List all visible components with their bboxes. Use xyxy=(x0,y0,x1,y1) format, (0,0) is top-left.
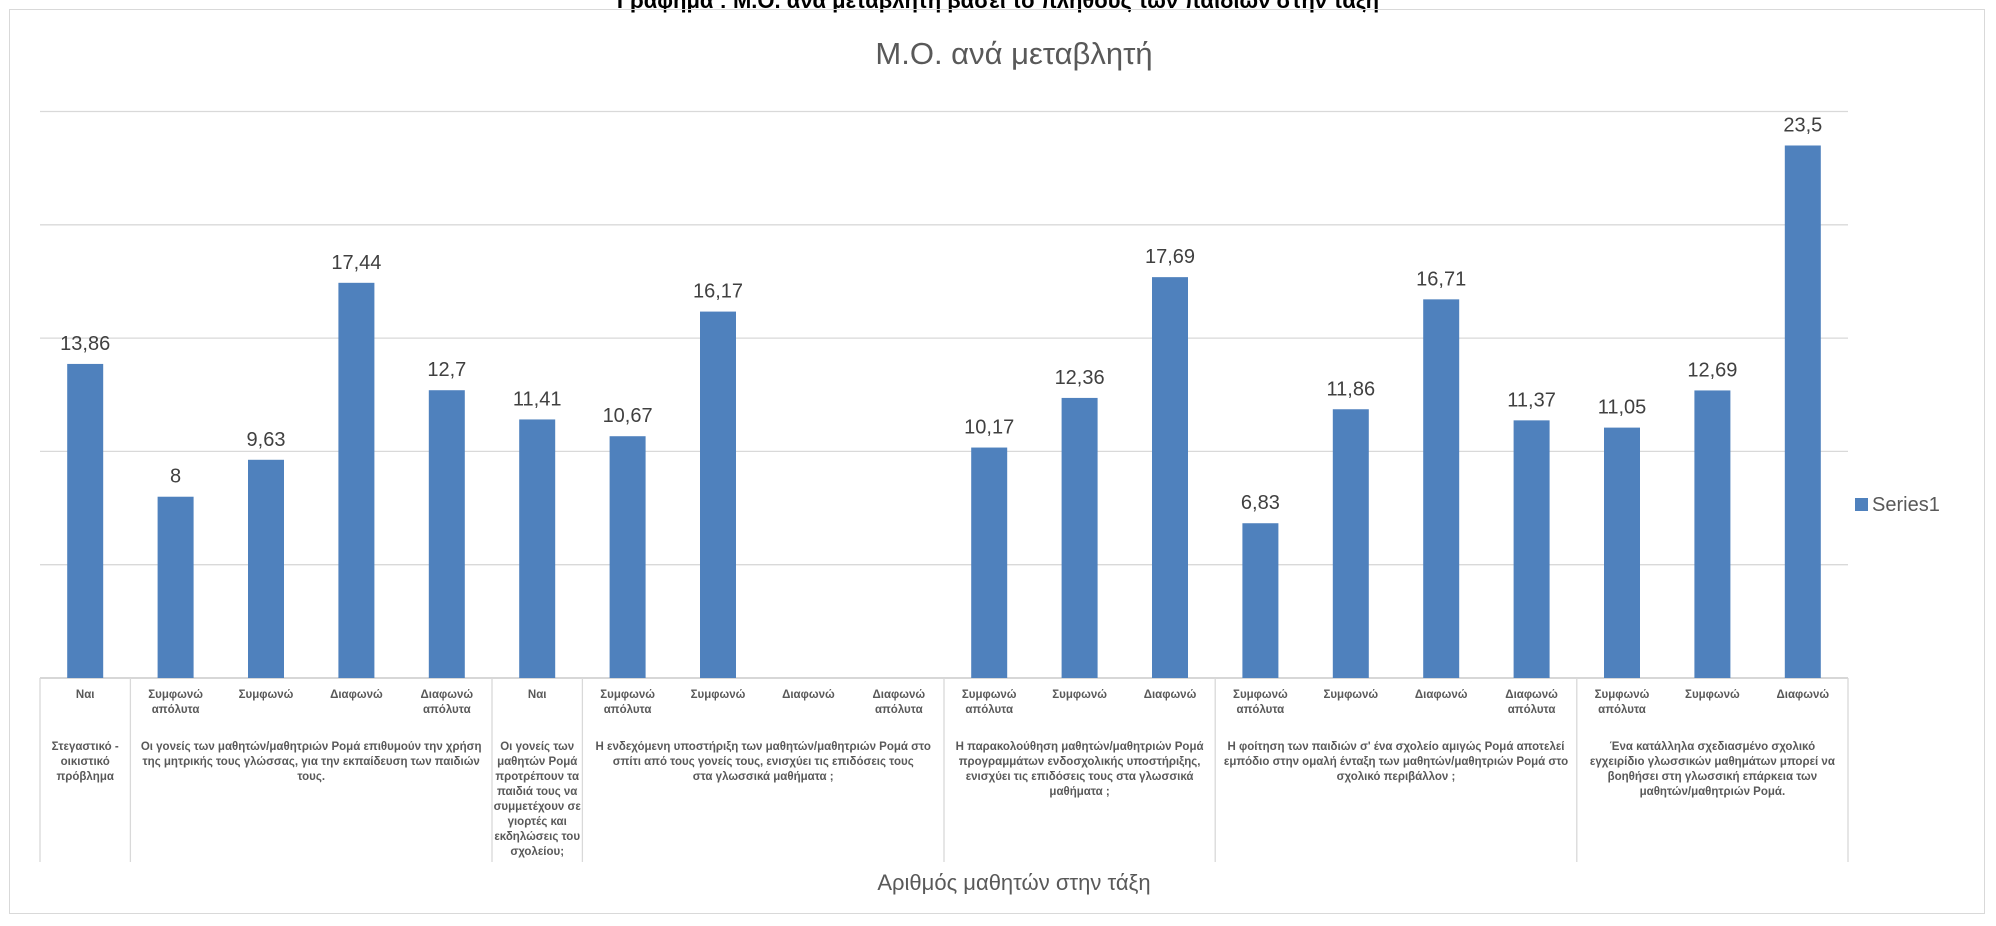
bar[interactable] xyxy=(609,436,646,678)
category-axis: Ναι Συμφωνώ απόλυτα Συμφωνώ Διαφωνώ Διαφωνώ απ… xyxy=(39,678,1849,862)
data-labels: 13,86 8 9,63 17,44 12,7 11,41 10,67 16,17 10,17 1… xyxy=(60,114,1822,514)
category-group-label: Η φοίτηση των παιδιών σ' ένα σχολείο αμι… xyxy=(1224,741,1568,783)
category-tick-label: Ναι xyxy=(528,689,547,701)
chart-frame: Μ.Ο. ανά μεταβλητή 13,86 8 9,63 17,44 12,7 11… xyxy=(9,9,1985,914)
bars xyxy=(67,145,1821,679)
bar[interactable] xyxy=(338,282,375,678)
data-label: 13,86 xyxy=(60,333,110,355)
data-label: 6,83 xyxy=(1241,492,1280,514)
category-tick-label: Συμφωνώ απόλυτα xyxy=(1233,689,1288,716)
chart-title: Μ.Ο. ανά μεταβλητή xyxy=(875,36,1152,71)
x-axis-title: Αριθμός μαθητών στην τάξη xyxy=(877,870,1150,895)
bar[interactable] xyxy=(1423,299,1460,678)
gridlines xyxy=(40,110,1848,679)
category-tick-label: Συμφωνώ απόλυτα xyxy=(1595,689,1650,716)
category-tick-label: Συμφωνώ xyxy=(1323,689,1378,701)
category-tick-label: Συμφωνώ απόλυτα xyxy=(148,689,203,716)
category-tick-label: Διαφωνώ απόλυτα xyxy=(873,689,926,716)
legend-label: Series1 xyxy=(1872,494,1940,516)
category-group-label: Η παρακολούθηση μαθητών/μαθητριών Ρομά πρ… xyxy=(956,741,1204,798)
category-tick-label: Συμφωνώ απόλυτα xyxy=(600,689,655,716)
bar[interactable] xyxy=(428,390,465,678)
bar[interactable] xyxy=(157,496,194,678)
data-label: 11,41 xyxy=(513,388,562,410)
data-label: 23,5 xyxy=(1783,114,1822,136)
category-group-label: Οι γονείς των μαθητών/μαθητριών Ρομά επι… xyxy=(141,741,482,783)
bar[interactable] xyxy=(67,363,104,678)
category-tick-label: Διαφωνώ xyxy=(1777,689,1830,701)
data-label: 11,86 xyxy=(1327,378,1376,400)
data-label: 8 xyxy=(170,466,181,488)
data-label: 17,69 xyxy=(1145,246,1195,268)
data-label: 11,05 xyxy=(1598,397,1647,419)
category-tick-label: Συμφωνώ xyxy=(691,689,746,701)
data-label: 16,17 xyxy=(693,281,743,303)
bar-chart: Μ.Ο. ανά μεταβλητή 13,86 8 9,63 17,44 12,7 11… xyxy=(39,36,1940,895)
data-label: 12,69 xyxy=(1687,359,1737,381)
category-tick-label: Διαφωνώ απόλυτα xyxy=(421,689,474,716)
category-tick-label: Διαφωνώ xyxy=(1144,689,1197,701)
bar[interactable] xyxy=(248,459,284,678)
data-label: 10,17 xyxy=(964,417,1014,439)
bar[interactable] xyxy=(1604,427,1640,678)
category-group-label: Ένα κατάλληλα σχεδιασμένο σχολικό εγχειρί… xyxy=(1590,741,1835,798)
data-label: 16,71 xyxy=(1416,268,1466,290)
category-tick-label: Συμφωνώ xyxy=(1052,689,1107,701)
category-tick-label: Συμφωνώ xyxy=(1685,689,1740,701)
category-tick-label: Ναι xyxy=(76,689,95,701)
category-tick-label: Διαφωνώ xyxy=(1415,689,1468,701)
category-tick-label: Συμφωνώ xyxy=(239,689,294,701)
category-group-label: Στεγαστικό -οικιστικό πρόβλημα xyxy=(52,741,119,783)
bar[interactable] xyxy=(519,419,556,678)
category-tick-label: Διαφωνώ απόλυτα xyxy=(1505,689,1558,716)
legend[interactable]: Series1 xyxy=(1855,494,1940,516)
category-tick-label: Συμφωνώ απόλυτα xyxy=(962,689,1017,716)
bar[interactable] xyxy=(1061,397,1098,678)
bar[interactable] xyxy=(1152,277,1188,678)
data-label: 12,36 xyxy=(1055,367,1105,389)
category-group-label: Η ενδεχόμενη υποστήριξη των μαθητών/μαθη… xyxy=(596,741,931,783)
bar[interactable] xyxy=(1784,145,1821,679)
category-tick-label: Διαφωνώ xyxy=(330,689,383,701)
bar[interactable] xyxy=(1332,409,1369,678)
data-label: 11,37 xyxy=(1507,389,1556,411)
data-label: 10,67 xyxy=(603,405,653,427)
bar[interactable] xyxy=(1242,523,1279,678)
bar[interactable] xyxy=(971,447,1008,678)
bar[interactable] xyxy=(1513,420,1550,678)
category-tick-label: Διαφωνώ xyxy=(782,689,835,701)
data-label: 17,44 xyxy=(331,252,381,274)
data-label: 12,7 xyxy=(427,359,466,381)
bar[interactable] xyxy=(700,311,736,678)
data-label: 9,63 xyxy=(247,429,286,451)
category-group-label: Οι γονείς των μαθητών Ρομά προτρέπουν τα πα… xyxy=(494,741,582,858)
legend-swatch xyxy=(1855,498,1868,511)
bar[interactable] xyxy=(1694,390,1731,678)
